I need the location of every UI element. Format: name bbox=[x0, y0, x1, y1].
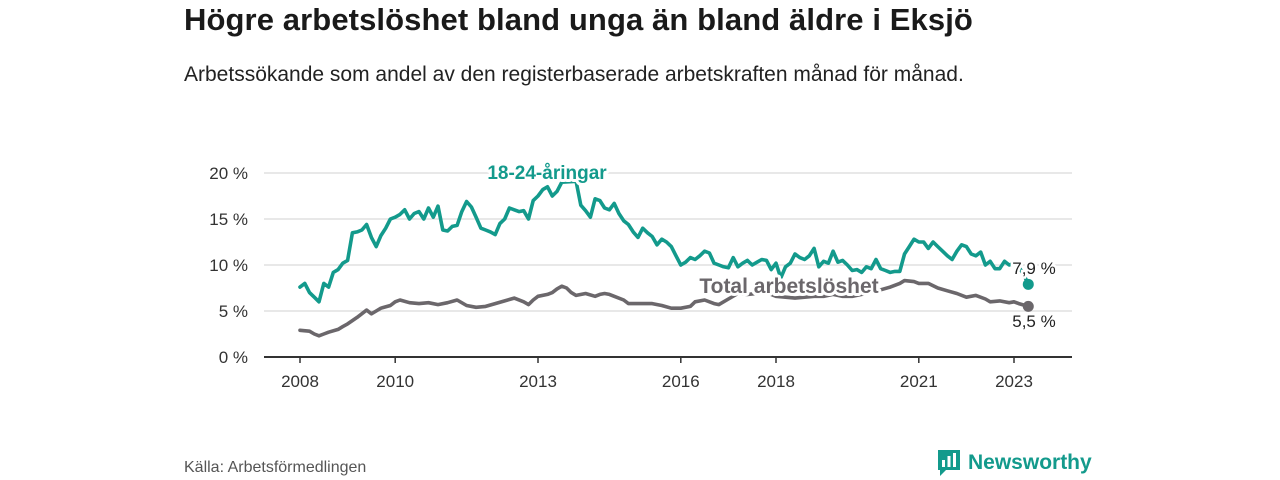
series-lines bbox=[298, 179, 1034, 338]
x-tick-label: 2016 bbox=[662, 372, 700, 391]
youth-series-line bbox=[298, 179, 1031, 304]
total-end-value-label: 5,5 % bbox=[1012, 312, 1055, 331]
total-series-end-point bbox=[1022, 300, 1034, 312]
y-tick-label: 20 % bbox=[209, 164, 248, 183]
source-note: Källa: Arbetsförmedlingen bbox=[184, 459, 367, 476]
y-tick-label: 15 % bbox=[209, 210, 248, 229]
total-series-line bbox=[298, 278, 1031, 338]
y-tick-label: 10 % bbox=[209, 256, 248, 275]
x-tick-label: 2008 bbox=[281, 372, 319, 391]
x-tick-label: 2010 bbox=[376, 372, 414, 391]
youth-series-label: 18-24-åringar bbox=[487, 163, 607, 184]
bar-chart-logo-icon bbox=[938, 450, 960, 476]
brand-name: Newsworthy bbox=[968, 451, 1092, 474]
line-chart: 0 %5 %10 %15 %20 % 2008 2010 2013 2016 2018 2… bbox=[209, 160, 1072, 391]
y-tick-label: 0 % bbox=[219, 348, 248, 367]
newsworthy-logo: Newsworthy bbox=[936, 448, 1092, 478]
y-tick-label: 5 % bbox=[219, 302, 248, 321]
youth-end-value-label: 7,9 % bbox=[1012, 259, 1055, 278]
series-labels: 18-24-åringar Total arbetslöshet 7,9 % 5,5 … bbox=[484, 160, 1058, 334]
y-axis-tick-labels: 0 % 5 % 10 % 15 % 20 % bbox=[209, 164, 248, 367]
chart-title: Högre arbetslöshet bland unga än bland ä… bbox=[184, 2, 973, 37]
x-axis: 2008 2010 2013 2016 2018 2021 2023 bbox=[264, 356, 1072, 391]
total-series-label: Total arbetslöshet bbox=[699, 275, 878, 298]
chart-subtitle: Arbetssökande som andel av den registerb… bbox=[184, 63, 964, 86]
x-tick-label: 2021 bbox=[900, 372, 938, 391]
x-tick-label: 2023 bbox=[995, 372, 1033, 391]
x-tick-label: 2018 bbox=[757, 372, 795, 391]
x-tick-label: 2013 bbox=[519, 372, 557, 391]
youth-series-end-point bbox=[1022, 278, 1034, 290]
gridlines bbox=[264, 172, 1072, 312]
